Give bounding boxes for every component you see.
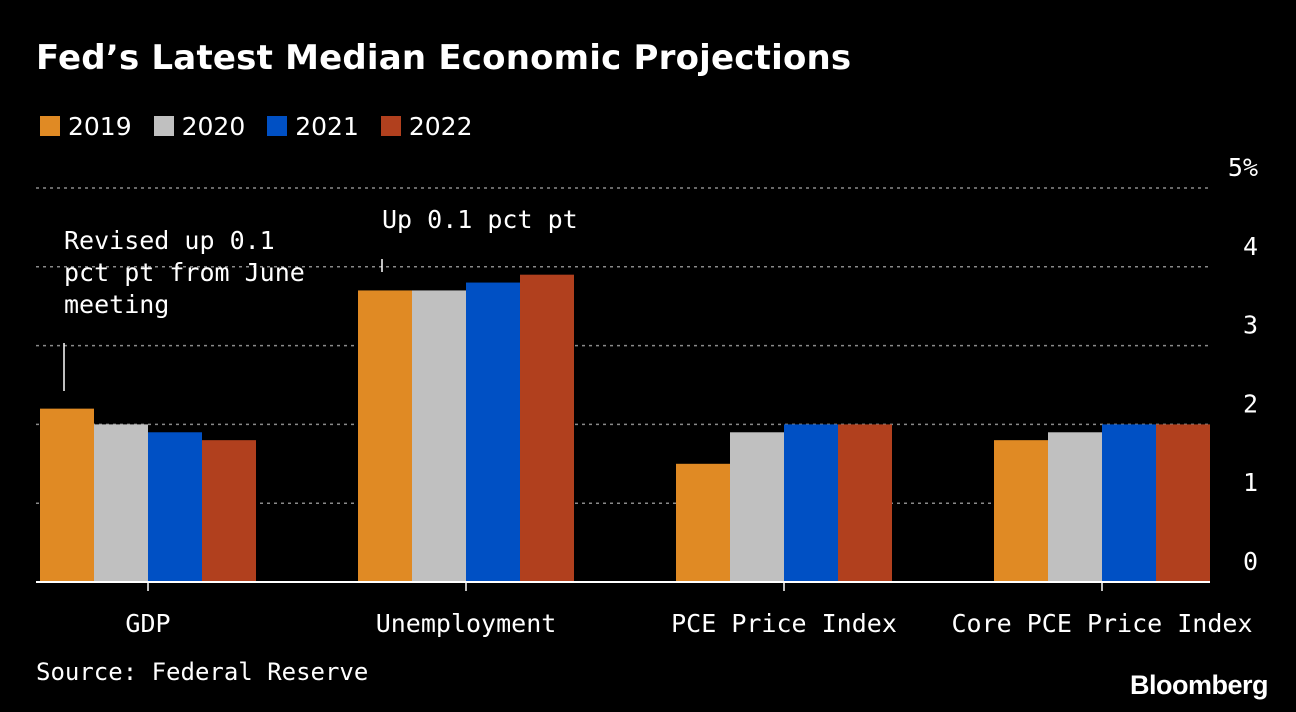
- legend-swatch: [267, 116, 288, 136]
- bar-gdp-2019: [40, 408, 94, 582]
- legend-entry-2021: 2021: [267, 112, 359, 141]
- legend-label: 2019: [68, 111, 132, 141]
- y-tick-label: 5%: [1228, 153, 1258, 182]
- x-tick-label: Core PCE Price Index: [951, 609, 1252, 638]
- y-tick-label: 2: [1243, 389, 1258, 418]
- bar-gdp-2020: [94, 424, 148, 582]
- annotation-text: Revised up 0.1: [64, 226, 275, 255]
- legend-label: 2021: [295, 111, 359, 141]
- bar-core-pce-price-index-2019: [994, 440, 1048, 582]
- chart-title: Fed’s Latest Median Economic Projections: [36, 38, 852, 78]
- y-tick-label: 0: [1243, 547, 1258, 576]
- bar-pce-price-index-2021: [784, 424, 838, 582]
- bar-gdp-2022: [202, 440, 256, 582]
- bar-gdp-2021: [148, 432, 202, 582]
- bar-pce-price-index-2022: [838, 424, 892, 582]
- legend-swatch: [380, 116, 401, 136]
- bar-core-pce-price-index-2022: [1156, 424, 1210, 582]
- bar-unemployment-2022: [520, 274, 574, 582]
- y-tick-label: 4: [1243, 232, 1258, 261]
- x-tick-label: PCE Price Index: [671, 609, 897, 638]
- bar-unemployment-2020: [412, 290, 466, 582]
- legend-entry-2022: 2022: [380, 111, 473, 141]
- legend-label: 2020: [181, 111, 246, 141]
- bar-unemployment-2021: [466, 282, 520, 582]
- annotation-text: pct pt from June: [64, 258, 305, 287]
- legend-label: 2022: [408, 111, 473, 141]
- bar-core-pce-price-index-2020: [1048, 432, 1102, 582]
- annotation-text: meeting: [64, 290, 169, 319]
- bar-pce-price-index-2019: [676, 463, 730, 582]
- x-tick-label: GDP: [125, 609, 170, 638]
- x-tick-label: Unemployment: [376, 609, 557, 638]
- y-tick-label: 1: [1243, 468, 1258, 497]
- annotation-text: Up 0.1 pct pt: [382, 205, 578, 234]
- chart-legend: 2019 2020 2021 2022: [40, 108, 473, 144]
- source-note: Source: Federal Reserve: [36, 658, 369, 686]
- legend-swatch: [153, 116, 174, 136]
- bar-unemployment-2019: [358, 290, 412, 582]
- legend-swatch: [40, 116, 60, 136]
- legend-entry-2019: 2019: [40, 112, 132, 141]
- legend-entry-2020: 2020: [153, 111, 246, 141]
- y-tick-label: 3: [1243, 311, 1258, 340]
- bloomberg-logo: Bloomberg: [1129, 670, 1269, 700]
- bar-core-pce-price-index-2021: [1102, 424, 1156, 582]
- bar-pce-price-index-2020: [730, 432, 784, 582]
